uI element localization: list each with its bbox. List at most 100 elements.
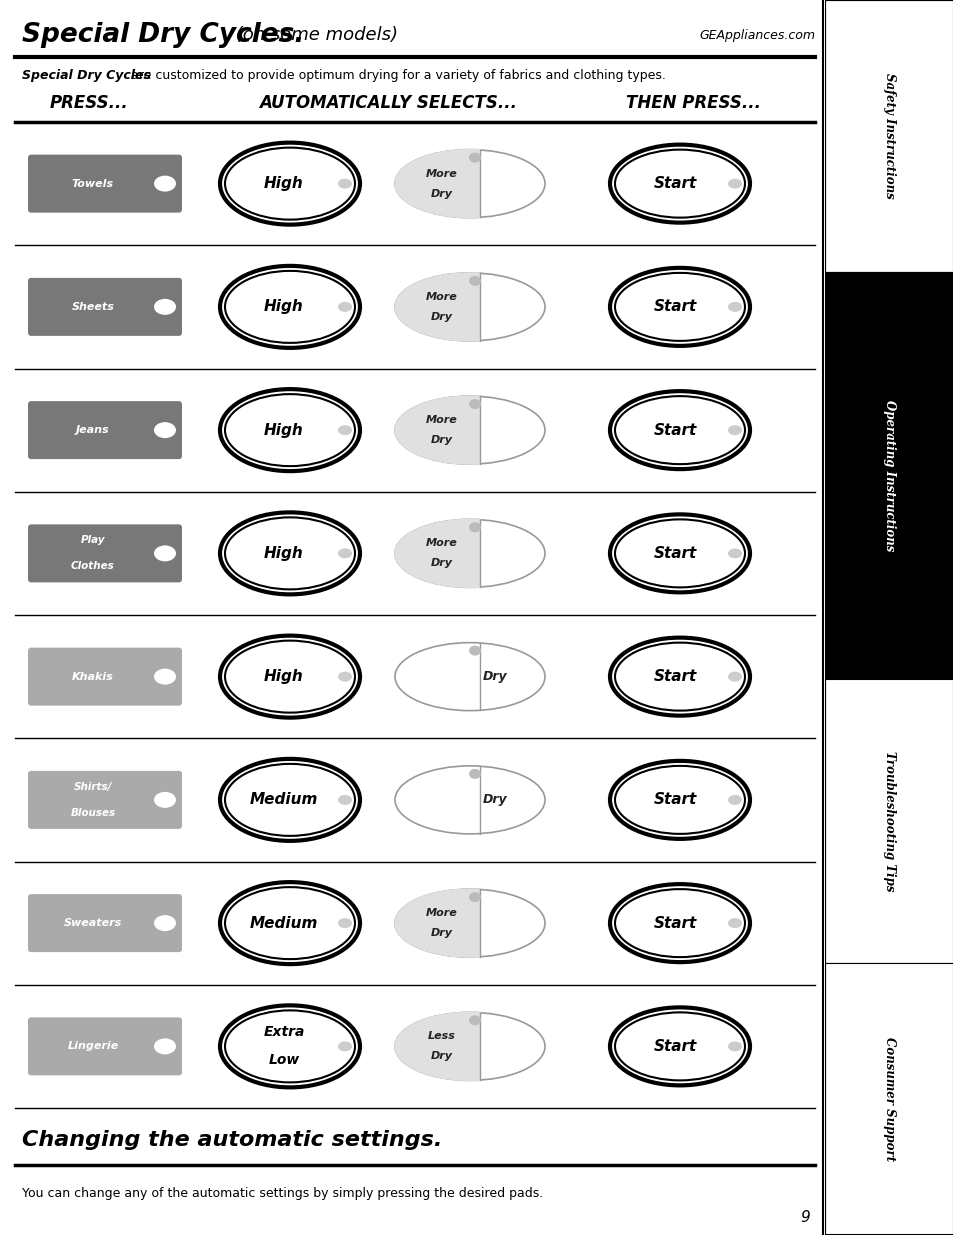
- Ellipse shape: [225, 887, 355, 960]
- Ellipse shape: [609, 1008, 749, 1086]
- Ellipse shape: [337, 1041, 352, 1051]
- Ellipse shape: [727, 1041, 741, 1051]
- Text: Jeans: Jeans: [76, 425, 110, 435]
- Text: High: High: [264, 546, 304, 561]
- Polygon shape: [395, 889, 479, 957]
- Text: Extra: Extra: [263, 1025, 304, 1040]
- Text: Towels: Towels: [71, 179, 114, 189]
- FancyBboxPatch shape: [28, 1018, 182, 1076]
- Ellipse shape: [220, 636, 359, 718]
- Ellipse shape: [469, 892, 480, 902]
- Ellipse shape: [727, 301, 741, 312]
- Ellipse shape: [469, 1015, 480, 1025]
- Text: More: More: [426, 169, 457, 179]
- FancyBboxPatch shape: [28, 647, 182, 705]
- Ellipse shape: [395, 520, 544, 588]
- Ellipse shape: [220, 513, 359, 594]
- Ellipse shape: [220, 266, 359, 348]
- Text: Troubleshooting Tips: Troubleshooting Tips: [882, 751, 895, 892]
- FancyBboxPatch shape: [28, 278, 182, 336]
- FancyBboxPatch shape: [28, 401, 182, 459]
- FancyBboxPatch shape: [28, 525, 182, 583]
- Text: Dry: Dry: [482, 793, 507, 806]
- Ellipse shape: [609, 144, 749, 222]
- Text: Start: Start: [653, 915, 696, 931]
- Ellipse shape: [615, 642, 744, 710]
- Text: Dry: Dry: [431, 929, 453, 939]
- Text: Play: Play: [81, 536, 105, 546]
- FancyBboxPatch shape: [28, 894, 182, 952]
- Ellipse shape: [395, 273, 544, 341]
- Ellipse shape: [395, 766, 544, 834]
- Ellipse shape: [220, 758, 359, 841]
- Text: High: High: [264, 422, 304, 437]
- Ellipse shape: [615, 149, 744, 217]
- Text: Clothes: Clothes: [71, 562, 114, 572]
- Bar: [824, 272, 953, 679]
- Ellipse shape: [337, 548, 352, 558]
- Ellipse shape: [469, 769, 480, 779]
- Text: Dry: Dry: [431, 435, 453, 445]
- Bar: [824, 679, 953, 963]
- Ellipse shape: [225, 517, 355, 589]
- Text: Khakis: Khakis: [72, 672, 113, 682]
- Text: Start: Start: [653, 177, 696, 191]
- Ellipse shape: [337, 179, 352, 189]
- Ellipse shape: [469, 646, 480, 656]
- Bar: [824, 0, 953, 272]
- Text: Changing the automatic settings.: Changing the automatic settings.: [22, 1130, 442, 1150]
- Text: Shirts/: Shirts/: [73, 782, 112, 792]
- Ellipse shape: [609, 514, 749, 593]
- Ellipse shape: [337, 672, 352, 682]
- Text: Low: Low: [268, 1053, 299, 1067]
- Ellipse shape: [153, 175, 175, 191]
- Ellipse shape: [225, 270, 355, 343]
- Ellipse shape: [609, 637, 749, 715]
- Ellipse shape: [225, 148, 355, 220]
- FancyBboxPatch shape: [28, 154, 182, 212]
- Ellipse shape: [727, 672, 741, 682]
- Text: GEAppliances.com: GEAppliances.com: [699, 28, 815, 42]
- Bar: [824, 963, 953, 1235]
- Ellipse shape: [609, 268, 749, 346]
- Ellipse shape: [395, 889, 544, 957]
- Ellipse shape: [395, 642, 544, 710]
- Text: You can change any of the automatic settings by simply pressing the desired pads: You can change any of the automatic sett…: [22, 1187, 542, 1199]
- Polygon shape: [395, 396, 479, 464]
- Text: Medium: Medium: [250, 915, 318, 931]
- Ellipse shape: [225, 764, 355, 836]
- Text: Dry: Dry: [431, 189, 453, 199]
- Ellipse shape: [615, 889, 744, 957]
- Ellipse shape: [153, 422, 175, 438]
- Polygon shape: [395, 149, 479, 217]
- Ellipse shape: [727, 425, 741, 435]
- Ellipse shape: [609, 884, 749, 962]
- Ellipse shape: [337, 918, 352, 929]
- Text: Medium: Medium: [250, 793, 318, 808]
- Text: Start: Start: [653, 669, 696, 684]
- Text: Dry: Dry: [431, 312, 453, 322]
- Text: Dry: Dry: [482, 671, 507, 683]
- Text: Sheets: Sheets: [71, 301, 114, 312]
- Ellipse shape: [153, 546, 175, 562]
- Ellipse shape: [337, 795, 352, 805]
- Ellipse shape: [469, 275, 480, 285]
- Text: PRESS...: PRESS...: [50, 94, 129, 112]
- Ellipse shape: [225, 1010, 355, 1082]
- Ellipse shape: [153, 1039, 175, 1055]
- Ellipse shape: [615, 520, 744, 588]
- Text: Dry: Dry: [431, 1051, 453, 1061]
- Ellipse shape: [220, 389, 359, 471]
- Ellipse shape: [469, 399, 480, 409]
- Text: Blouses: Blouses: [71, 808, 115, 818]
- Ellipse shape: [153, 792, 175, 808]
- Ellipse shape: [469, 522, 480, 532]
- Text: More: More: [426, 291, 457, 301]
- Text: Less: Less: [428, 1031, 456, 1041]
- Ellipse shape: [153, 299, 175, 315]
- Polygon shape: [395, 520, 479, 588]
- Ellipse shape: [609, 761, 749, 839]
- Ellipse shape: [727, 548, 741, 558]
- Ellipse shape: [615, 766, 744, 834]
- Text: AUTOMATICALLY SELECTS...: AUTOMATICALLY SELECTS...: [258, 94, 517, 112]
